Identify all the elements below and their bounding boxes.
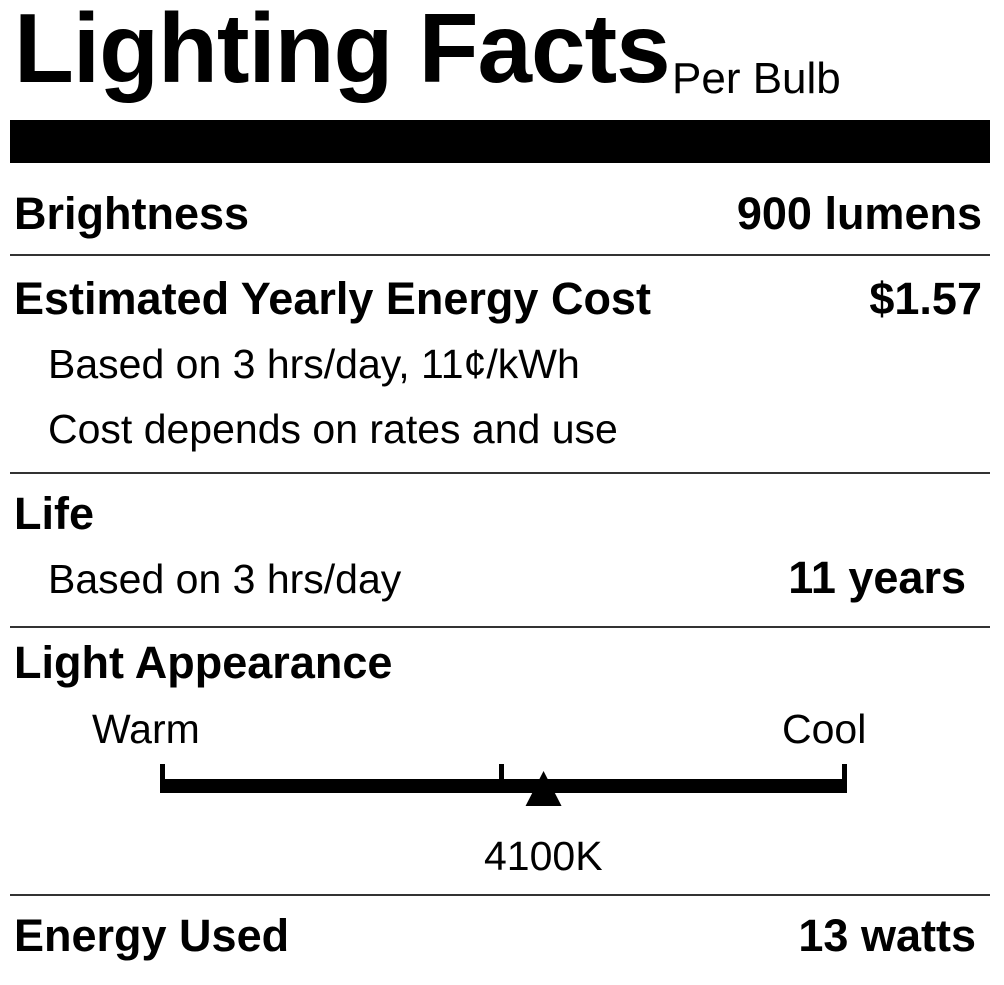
energy-used-label: Energy Used <box>14 910 290 961</box>
scale-marker-triangle <box>525 771 562 806</box>
scale-tick-middle <box>499 764 504 784</box>
life-note: Based on 3 hrs/day <box>48 556 402 602</box>
scale-bar <box>162 779 847 793</box>
cool-label: Cool <box>782 706 867 752</box>
brightness-value: 900 lumens <box>736 188 982 239</box>
life-value: 11 years <box>788 552 966 603</box>
scale-tick-left <box>160 764 165 793</box>
divider <box>10 472 990 474</box>
energy-used-value: 13 watts <box>798 910 976 961</box>
label-subtitle: Per Bulb <box>672 54 841 103</box>
light-appearance-label: Light Appearance <box>14 637 393 688</box>
energy-cost-value: $1.57 <box>869 273 982 324</box>
energy-cost-note-2: Cost depends on rates and use <box>48 406 618 452</box>
scale-tick-right <box>842 764 847 793</box>
divider <box>10 894 990 896</box>
header-bar <box>10 120 990 163</box>
warm-label: Warm <box>92 706 200 752</box>
energy-cost-label: Estimated Yearly Energy Cost <box>14 273 651 324</box>
label-title: Lighting Facts <box>14 0 671 103</box>
divider <box>10 626 990 628</box>
life-label: Life <box>14 488 95 539</box>
energy-cost-note-1: Based on 3 hrs/day, 11¢/kWh <box>48 341 580 387</box>
color-temperature-value: 4100K <box>484 833 603 879</box>
divider <box>10 254 990 256</box>
brightness-label: Brightness <box>14 188 250 239</box>
